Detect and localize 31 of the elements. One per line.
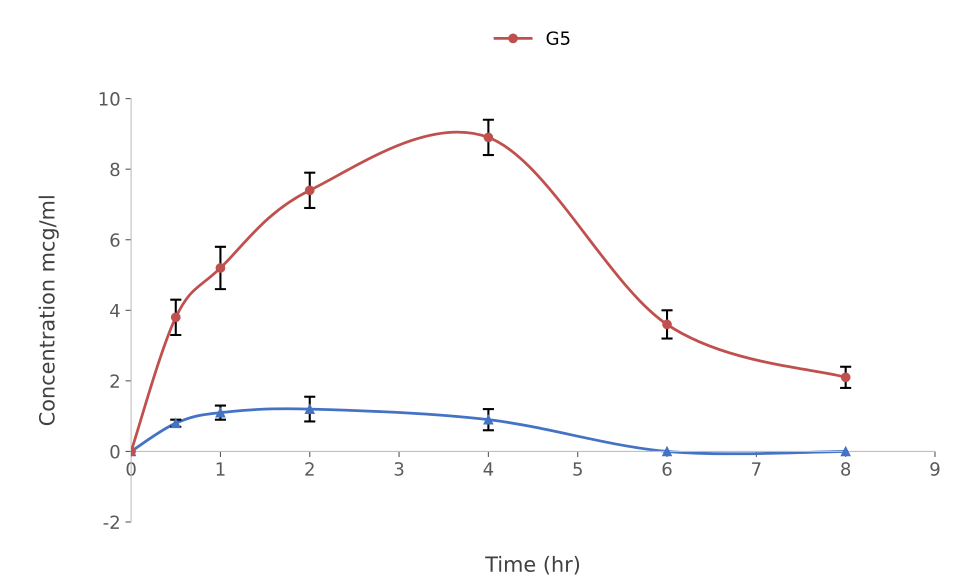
x-tick-label: 4 <box>484 462 494 476</box>
point <box>484 414 494 425</box>
x-tick-label: 5 <box>573 462 582 476</box>
y-tick-label: 0 <box>110 444 120 459</box>
point <box>216 408 226 418</box>
y-tick-label: 8 <box>110 162 120 176</box>
x-tick-label: 7 <box>752 462 761 476</box>
x-tick-label: 6 <box>662 462 672 476</box>
y-tick-label: 2 <box>110 374 119 388</box>
point <box>170 312 181 322</box>
x-tick-label: 8 <box>841 462 850 476</box>
y-axis-title: Concentration mcg/ml <box>38 196 59 426</box>
x-tick-label: 1 <box>216 462 225 476</box>
x-tick-label: 0 <box>126 462 136 476</box>
y-tick-label: -2 <box>104 515 119 529</box>
y-tick-label: 6 <box>110 233 120 247</box>
x-tick-label: 9 <box>930 462 940 476</box>
x-tick-label: 3 <box>394 462 404 476</box>
point <box>304 404 315 414</box>
point <box>304 185 315 196</box>
point <box>840 372 851 382</box>
x-tick-label: 2 <box>305 462 314 476</box>
y-tick-label: 10 <box>100 92 120 106</box>
point <box>216 263 226 273</box>
point <box>484 132 494 142</box>
y-tick-label: 4 <box>110 304 120 318</box>
point <box>840 446 851 456</box>
point <box>662 446 672 456</box>
x-axis-title: Time (hr) <box>485 556 580 574</box>
point <box>662 320 672 330</box>
legend-label: G5 <box>546 31 570 45</box>
